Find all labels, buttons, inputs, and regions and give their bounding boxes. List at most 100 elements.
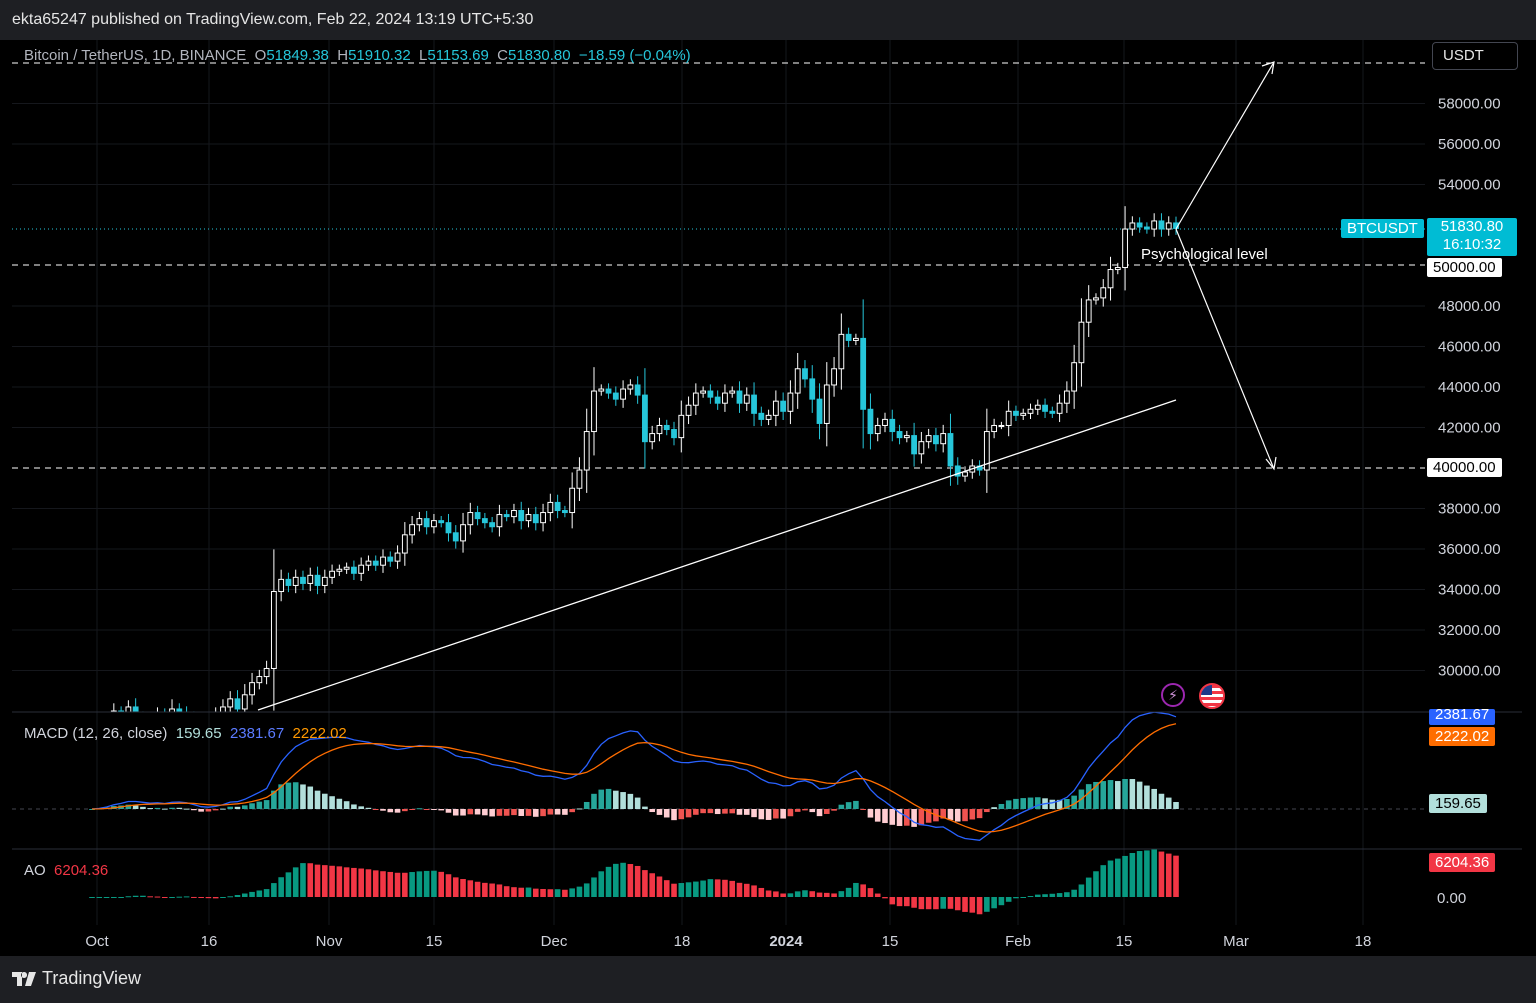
candle-body xyxy=(547,501,554,514)
macd-histogram xyxy=(89,778,1179,827)
macd-hist-bar xyxy=(1027,797,1034,809)
ao-bar xyxy=(605,866,612,897)
macd-hist-bar xyxy=(1049,799,1056,809)
change-value: −18.59 (−0.04%) xyxy=(578,47,691,64)
ao-bar xyxy=(787,893,794,897)
ao-bar xyxy=(598,871,605,897)
price-tick: 44000.00 xyxy=(1438,379,1501,396)
psychological-level-annotation[interactable]: Psychological level xyxy=(1141,246,1268,263)
ao-zero-label: 0.00 xyxy=(1437,890,1467,907)
candle-body xyxy=(634,384,641,396)
time-tick: 18 xyxy=(674,933,691,950)
macd-hist-bar xyxy=(954,809,961,822)
candle xyxy=(751,382,757,427)
ao-bar xyxy=(234,894,241,897)
macd-hist-bar xyxy=(372,809,379,810)
macd-hist-bar xyxy=(300,784,306,809)
candle xyxy=(336,564,343,576)
low-value: 51153.69 xyxy=(427,47,489,64)
arrow-down-head xyxy=(1265,456,1277,471)
price-tick: 48000.00 xyxy=(1438,298,1501,315)
tradingview-logo[interactable]: TradingView xyxy=(12,968,141,989)
macd-hist-bar xyxy=(1114,781,1121,809)
candle xyxy=(852,333,859,346)
ao-bar xyxy=(736,882,743,897)
candle xyxy=(1143,222,1150,234)
macd-hist-bar xyxy=(707,809,714,814)
currency-button[interactable]: USDT xyxy=(1432,42,1518,70)
candle xyxy=(867,393,874,450)
price-tick: 36000.00 xyxy=(1438,541,1501,558)
candle xyxy=(1114,262,1121,275)
macd-hist-bar xyxy=(860,809,866,810)
candle xyxy=(474,505,481,526)
macd-signal-value: 2222.02 xyxy=(292,725,347,742)
macd-hist-bar xyxy=(700,809,706,814)
macd-hist-bar xyxy=(627,793,634,809)
ao-bar xyxy=(358,868,364,897)
ao-bar xyxy=(554,889,561,897)
ao-bar xyxy=(925,897,932,910)
macd-hist-bar xyxy=(227,806,234,809)
ao-bar xyxy=(896,897,903,907)
candle xyxy=(278,569,285,602)
ao-bar xyxy=(416,871,423,897)
ao-bar xyxy=(220,897,226,898)
candle-body xyxy=(496,514,503,528)
macd-hist-bar xyxy=(976,809,983,819)
ao-bar xyxy=(343,867,350,897)
macd-hist-bar xyxy=(911,809,917,827)
candle-body xyxy=(823,384,830,424)
lightning-icon[interactable]: ⚡ xyxy=(1161,683,1185,707)
chart-frame[interactable] xyxy=(12,40,1522,956)
macd-hist-bar xyxy=(998,803,1005,809)
candle xyxy=(292,569,299,594)
candle-body xyxy=(292,576,299,586)
level-50000-label: 50000.00 xyxy=(1427,258,1502,277)
price-tick: 58000.00 xyxy=(1438,96,1501,113)
macd-hist-bar xyxy=(89,809,95,810)
ao-bar xyxy=(758,887,765,897)
candle xyxy=(314,566,321,595)
candle xyxy=(838,313,845,390)
candle-body xyxy=(794,368,801,394)
macd-hist-bar xyxy=(402,809,408,812)
candle xyxy=(365,555,372,571)
candle xyxy=(496,504,503,537)
us-flag-icon[interactable] xyxy=(1199,683,1225,709)
candle xyxy=(387,551,394,567)
macd-hist-bar xyxy=(613,790,619,809)
candle xyxy=(845,327,852,348)
candle-body xyxy=(132,706,139,713)
ao-bar xyxy=(729,880,736,897)
ao-bar xyxy=(1122,855,1128,897)
macd-hist-bar xyxy=(1100,781,1107,809)
ao-bar xyxy=(620,862,626,897)
candle-body xyxy=(503,514,510,518)
candle xyxy=(169,699,175,713)
candle xyxy=(1049,406,1056,418)
published-header: ekta65247 published on TradingView.com, … xyxy=(0,0,1536,40)
candle-body xyxy=(998,424,1005,427)
candle-body xyxy=(358,564,365,574)
ao-bar xyxy=(409,872,415,897)
ao-bar xyxy=(693,881,699,897)
ao-bar xyxy=(372,870,379,897)
ao-legend: AO 6204.36 xyxy=(24,862,108,879)
macd-hist-bar xyxy=(154,807,161,809)
ao-bar xyxy=(707,879,714,897)
ao-bar xyxy=(954,897,961,911)
candle-body xyxy=(1049,410,1056,414)
candle-body xyxy=(351,566,357,574)
ao-bar xyxy=(118,897,124,898)
candle-body xyxy=(838,333,845,370)
candle xyxy=(1005,400,1012,437)
candle xyxy=(612,386,619,406)
candle xyxy=(954,457,961,485)
ao-bar xyxy=(96,897,103,898)
time-tick: 15 xyxy=(882,933,899,950)
candle-body xyxy=(809,378,816,400)
macd-hist-bar xyxy=(314,790,321,809)
candle xyxy=(976,460,983,476)
